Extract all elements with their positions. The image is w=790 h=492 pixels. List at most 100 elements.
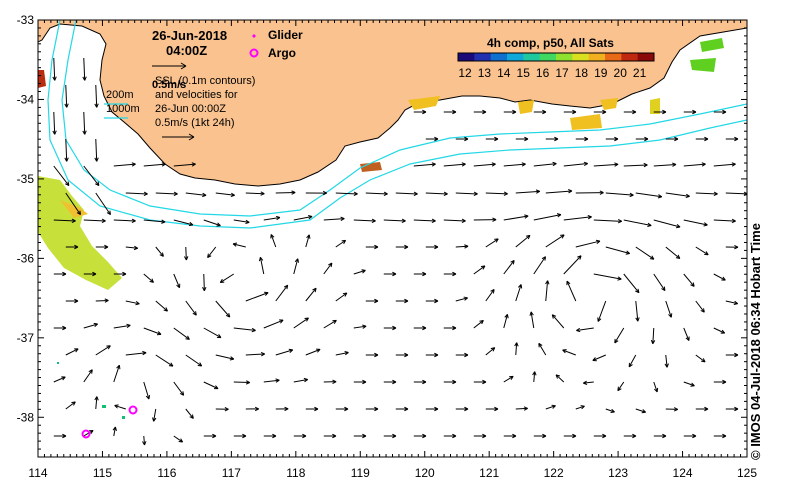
velocity-arrow (695, 246, 709, 256)
velocity-arrow (293, 433, 307, 439)
colorbar-ticks: 12 13 14 15 16 17 18 19 20 21 (458, 66, 646, 80)
colorbar-segment (621, 53, 639, 61)
velocity-arrow (455, 352, 469, 358)
velocity-arrow (563, 161, 588, 167)
velocity-arrow (65, 298, 79, 304)
title-date: 26-Jun-2018 (152, 28, 227, 43)
velocity-arrow (112, 426, 117, 437)
velocity-arrow (203, 381, 219, 390)
velocity-arrow (114, 404, 126, 410)
velocity-arrow (94, 84, 99, 108)
sst-pixel-2 (122, 416, 125, 419)
velocity-arrow (623, 433, 637, 439)
velocity-arrow (353, 379, 367, 385)
x-tick-label: 118 (286, 466, 305, 480)
velocity-arrow (323, 433, 337, 439)
velocity-arrow (245, 191, 265, 196)
velocity-arrow (395, 244, 409, 250)
velocity-arrow (53, 433, 67, 439)
velocity-arrow (455, 406, 469, 412)
velocity-arrow (713, 109, 727, 115)
velocity-arrow (473, 379, 487, 385)
velocity-arrow (576, 327, 594, 333)
velocity-arrow (305, 406, 319, 412)
velocity-arrow (628, 354, 637, 368)
colorbar-tick-label: 17 (555, 66, 569, 80)
velocity-arrow (593, 218, 622, 224)
velocity-arrow (545, 234, 565, 248)
velocity-arrow (443, 433, 457, 439)
velocity-arrow (65, 348, 79, 356)
velocity-arrow (233, 380, 251, 385)
y-tick-label: -38 (17, 410, 35, 424)
sst-patch-west (38, 176, 122, 290)
velocity-arrow (215, 354, 235, 361)
velocity-arrow (365, 244, 379, 250)
colorbar-tick-label: 12 (458, 66, 472, 80)
velocity-arrow (413, 218, 436, 223)
velocity-arrow (113, 271, 127, 277)
velocity-arrow (653, 219, 681, 229)
velocity-arrows (52, 57, 747, 446)
velocity-arrow (455, 296, 468, 302)
velocity-arrow (683, 433, 697, 439)
x-tick-label: 119 (351, 466, 370, 480)
velocity-arrow (143, 219, 166, 224)
velocity-arrow (562, 349, 576, 356)
velocity-arrow (725, 244, 739, 250)
velocity-arrow (65, 401, 76, 410)
velocity-arrow (695, 136, 709, 142)
velocity-arrow (425, 191, 448, 196)
velocity-arrow (485, 289, 495, 302)
x-tick-label: 122 (544, 466, 564, 480)
velocity-arrow (383, 218, 406, 223)
velocity-arrow (305, 190, 327, 196)
velocity-arrow (725, 300, 739, 306)
velocity-arrow (713, 162, 736, 167)
colorbar-tick-label: 19 (594, 66, 608, 80)
velocity-arrow (725, 352, 739, 358)
velocity-arrow (94, 396, 99, 410)
colorbar-tick-label: 13 (478, 66, 492, 80)
velocities-text-1: and velocities for (155, 89, 238, 101)
velocity-arrow (514, 342, 519, 356)
velocity-arrow (83, 271, 97, 277)
velocity-arrow (83, 322, 99, 329)
velocity-arrow (533, 161, 557, 167)
velocity-arrow (555, 374, 565, 383)
velocity-arrow (335, 406, 349, 412)
scale-arrow-velocity (162, 133, 195, 141)
velocity-arrow (532, 371, 537, 383)
y-tick-label: -34 (17, 92, 35, 106)
colorbar-tick-label: 20 (614, 66, 628, 80)
colorbar-tick-label: 16 (536, 66, 550, 80)
velocity-arrow (503, 375, 514, 383)
velocity-arrow (605, 192, 634, 198)
colorbar-tick-label: 18 (575, 66, 589, 80)
velocity-arrow (53, 218, 76, 223)
velocity-arrow (64, 84, 69, 108)
argo-float-marker (128, 405, 138, 415)
velocity-arrow (515, 136, 529, 142)
velocity-arrow (665, 192, 690, 199)
argo-label: Argo (268, 46, 296, 60)
colorbar-segment (458, 53, 475, 61)
velocity-arrow (395, 298, 409, 304)
velocity-arrow (635, 136, 649, 142)
sst-pixel-3 (57, 362, 59, 364)
colorbar-segment (556, 53, 573, 61)
x-tick-label: 116 (157, 466, 176, 480)
velocity-arrow (335, 239, 347, 248)
velocity-arrow (425, 352, 439, 358)
velocity-arrow (575, 239, 601, 248)
velocity-arrow (635, 192, 663, 199)
velocity-arrow (184, 246, 189, 261)
scale-overlap-text: 0.5m/s (152, 79, 186, 91)
velocity-arrow (455, 244, 469, 249)
velocity-arrow (335, 350, 349, 356)
colorbar-segment (474, 53, 492, 61)
velocity-arrow (258, 256, 265, 275)
velocity-arrow (125, 245, 139, 251)
velocity-arrow (383, 325, 397, 331)
velocity-arrow (65, 244, 79, 250)
